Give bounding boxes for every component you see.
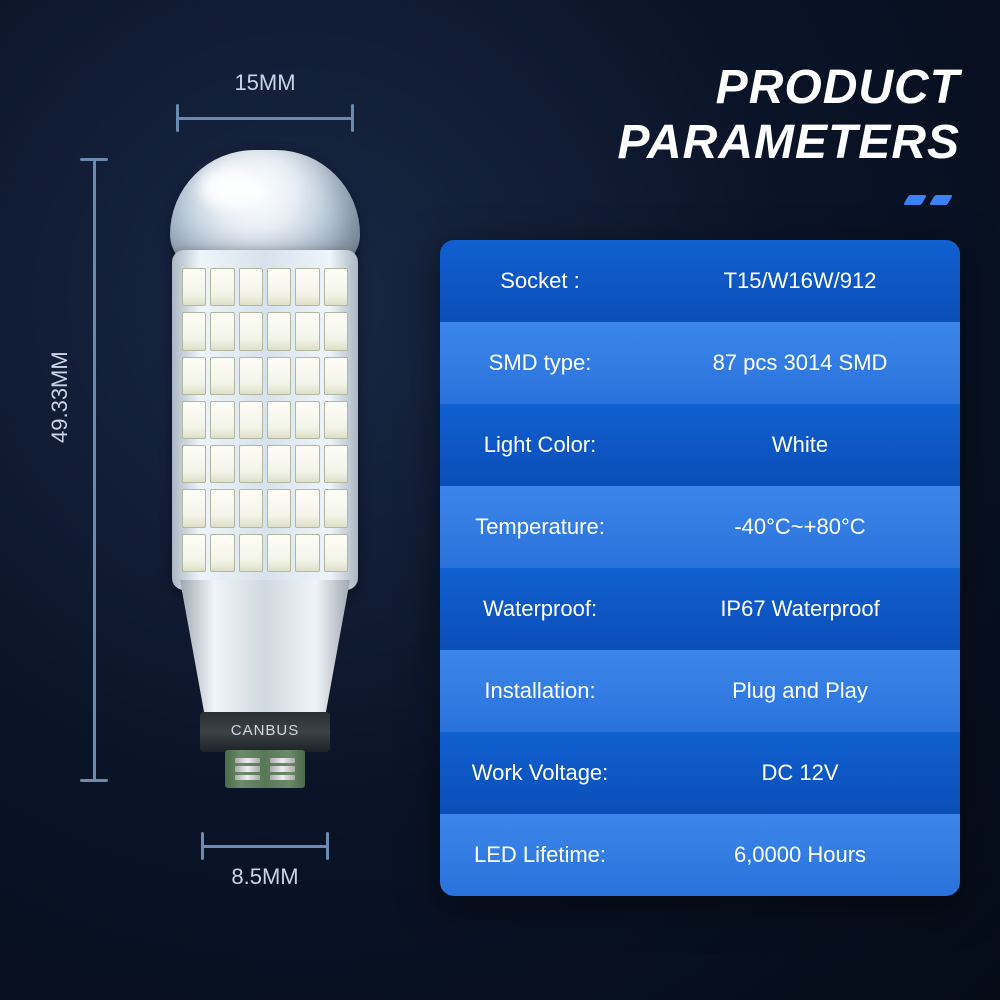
spec-label: Socket : <box>440 268 640 294</box>
dimension-left-bar-icon <box>70 150 120 790</box>
spec-label: SMD type: <box>440 350 640 376</box>
dimension-bottom-bar-icon <box>195 832 335 860</box>
bulb-heatsink <box>180 580 350 720</box>
table-row: Work Voltage:DC 12V <box>440 732 960 814</box>
dimension-bottom-label: 8.5MM <box>195 864 335 890</box>
title-block: PRODUCT PARAMETERS <box>618 60 960 170</box>
spec-value: IP67 Waterproof <box>640 596 960 622</box>
bulb-connector-icon <box>225 750 305 788</box>
table-row: Waterproof:IP67 Waterproof <box>440 568 960 650</box>
table-row: Installation:Plug and Play <box>440 650 960 732</box>
spec-label: Light Color: <box>440 432 640 458</box>
spec-value: -40°C~+80°C <box>640 514 960 540</box>
spec-value: T15/W16W/912 <box>640 268 960 294</box>
spec-value: DC 12V <box>640 760 960 786</box>
accent-marks-icon <box>906 195 950 205</box>
spec-value: 6,0000 Hours <box>640 842 960 868</box>
spec-label: LED Lifetime: <box>440 842 640 868</box>
spec-label: Temperature: <box>440 514 640 540</box>
dimension-top-bar-icon <box>170 104 360 132</box>
spec-label: Work Voltage: <box>440 760 640 786</box>
spec-value: Plug and Play <box>640 678 960 704</box>
product-diagram: 15MM 49.33MM CANBUS 8.5MM <box>30 70 410 930</box>
spec-label: Installation: <box>440 678 640 704</box>
spec-value: 87 pcs 3014 SMD <box>640 350 960 376</box>
bulb-smd-body <box>172 250 358 590</box>
table-row: Light Color:White <box>440 404 960 486</box>
bulb-base-label: CANBUS <box>200 712 330 752</box>
spec-value: White <box>640 432 960 458</box>
title-line1: PRODUCT <box>618 60 960 115</box>
table-row: SMD type:87 pcs 3014 SMD <box>440 322 960 404</box>
spec-table: Socket :T15/W16W/912SMD type:87 pcs 3014… <box>440 240 960 896</box>
table-row: Socket :T15/W16W/912 <box>440 240 960 322</box>
dimension-left-label: 49.33MM <box>47 351 73 443</box>
bulb-illustration: CANBUS <box>170 150 360 790</box>
title-line2: PARAMETERS <box>618 115 960 170</box>
dimension-top-label: 15MM <box>170 70 360 96</box>
table-row: LED Lifetime:6,0000 Hours <box>440 814 960 896</box>
table-row: Temperature:-40°C~+80°C <box>440 486 960 568</box>
spec-label: Waterproof: <box>440 596 640 622</box>
